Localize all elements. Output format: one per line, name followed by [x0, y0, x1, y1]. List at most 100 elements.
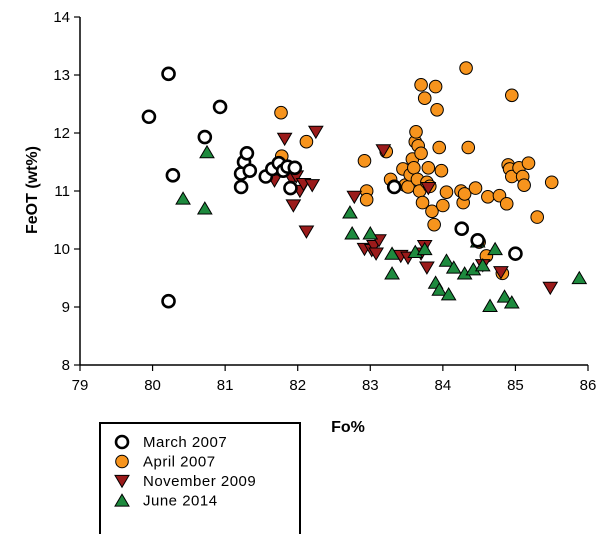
y-tick-label: 13	[53, 67, 70, 84]
data-point	[461, 140, 476, 155]
legend-marker	[115, 454, 129, 469]
data-point	[298, 225, 315, 239]
data-point	[359, 192, 374, 207]
y-tick-label: 11	[54, 183, 70, 200]
data-point	[299, 134, 314, 149]
y-tick-label: 14	[53, 9, 70, 26]
data-point	[505, 88, 519, 103]
data-point	[425, 204, 439, 219]
data-point	[434, 163, 449, 178]
x-axis-title: Fo%	[331, 419, 365, 436]
data-point	[521, 156, 536, 170]
legend-label: March 2007	[143, 434, 227, 451]
data-point	[196, 201, 213, 215]
data-point	[438, 253, 455, 267]
data-point	[304, 179, 321, 193]
x-tick-label: 80	[144, 377, 161, 394]
data-point	[454, 221, 470, 236]
data-point	[499, 196, 514, 211]
data-point	[307, 125, 324, 140]
data-point	[384, 246, 400, 260]
data-point	[428, 79, 443, 94]
data-point	[530, 210, 545, 224]
data-points	[141, 61, 588, 312]
data-point	[239, 146, 255, 161]
y-axis-title: FeOT (wt%)	[24, 146, 41, 234]
legend-label: April 2007	[143, 454, 216, 471]
data-point	[427, 217, 441, 232]
data-point	[508, 246, 523, 261]
legend-box	[99, 422, 301, 534]
x-tick-label: 84	[435, 377, 452, 394]
data-point	[409, 125, 423, 139]
data-point	[474, 257, 491, 272]
data-point	[420, 182, 437, 196]
data-point	[346, 190, 363, 205]
data-point	[416, 241, 433, 256]
data-point	[414, 146, 428, 161]
data-point	[496, 289, 513, 303]
data-point	[415, 195, 430, 210]
data-point	[197, 129, 213, 145]
data-point	[175, 191, 191, 205]
data-point	[468, 181, 483, 195]
data-point	[544, 175, 559, 190]
data-point	[285, 199, 302, 213]
data-point	[344, 226, 361, 240]
x-axis: 79 80 81 82 83 84 85 86	[72, 365, 597, 394]
data-point	[517, 178, 531, 192]
data-point	[199, 144, 215, 159]
data-point	[503, 295, 520, 309]
data-point	[482, 298, 498, 312]
y-tick-label: 9	[62, 299, 70, 316]
data-point	[439, 185, 454, 199]
x-tick-label: 86	[580, 377, 597, 394]
series-june-2014	[175, 144, 588, 312]
data-point	[161, 293, 176, 309]
series-march-2007	[141, 66, 523, 309]
plot-area	[79, 17, 588, 366]
series-november-2009	[266, 125, 559, 296]
data-point	[212, 99, 228, 115]
data-point	[493, 266, 509, 280]
data-point	[457, 187, 472, 201]
data-point	[440, 286, 457, 301]
x-tick-label: 82	[289, 377, 306, 394]
data-point	[436, 198, 450, 213]
legend-marker	[114, 434, 130, 450]
data-point	[542, 281, 559, 296]
data-point	[459, 61, 473, 75]
data-point	[407, 161, 421, 175]
data-point	[276, 132, 293, 147]
data-point	[432, 140, 447, 155]
x-tick-label: 81	[217, 377, 234, 394]
data-point	[470, 233, 485, 248]
legend: March 2007 April 2007 November 2009 June 20…	[99, 422, 301, 534]
data-point	[342, 205, 358, 219]
x-tick-label: 83	[362, 377, 379, 394]
data-point	[487, 241, 503, 256]
data-point	[375, 144, 392, 158]
y-tick-label: 8	[62, 357, 70, 374]
data-point	[419, 261, 435, 275]
data-point	[141, 109, 157, 125]
legend-marker	[114, 493, 130, 507]
y-axis: 8 9 10 11 12 13 14	[53, 9, 80, 374]
data-point	[287, 160, 303, 176]
data-point	[384, 266, 400, 280]
data-point	[481, 190, 495, 204]
data-point	[431, 282, 448, 296]
legend-marker	[114, 474, 130, 489]
data-point	[357, 154, 372, 168]
data-point	[430, 103, 444, 117]
data-point	[421, 161, 436, 175]
data-point	[417, 91, 432, 105]
x-tick-label: 85	[507, 377, 524, 394]
data-point	[414, 78, 428, 92]
data-point	[242, 163, 258, 178]
data-point	[161, 66, 176, 82]
data-point	[165, 168, 181, 183]
data-point	[386, 179, 402, 195]
y-tick-label: 12	[53, 125, 70, 142]
